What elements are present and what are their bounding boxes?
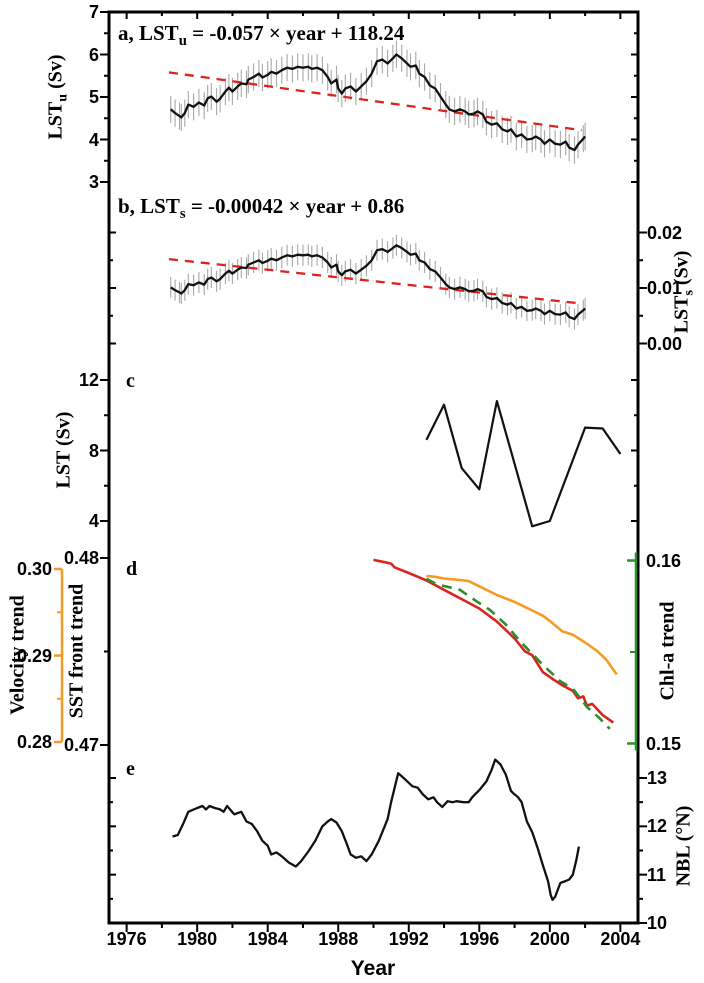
panel-b-title: b, LSTs = -0.00042 × year + 0.86 xyxy=(118,194,404,223)
panel-a-trendline xyxy=(168,71,582,132)
panel-b-curve xyxy=(170,244,586,321)
x-tick-label: 1976 xyxy=(106,929,147,949)
velocity-axis-tick-label: 0.28 xyxy=(16,732,52,752)
x-tick-label: 1992 xyxy=(388,929,429,949)
x-tick-label: 1988 xyxy=(318,929,359,949)
panel-a-title: a, LSTu = -0.057 × year + 118.24 xyxy=(118,21,404,50)
panel-c-tick-label: 8 xyxy=(88,440,99,461)
chl-axis-tick-label: 0.15 xyxy=(646,733,682,754)
velocity-axis-tick-label: 0.29 xyxy=(16,645,52,666)
chl-axis-tick-label: 0.16 xyxy=(646,550,682,571)
panel-b-title-text: b, LST xyxy=(118,194,180,218)
axis-label-lsts-text: LST xyxy=(670,295,693,334)
axis-label-sst-front-trend: SST front trend xyxy=(65,583,88,719)
axis-label-lstu-text: LST xyxy=(44,101,67,140)
x-tick-label: 2000 xyxy=(529,929,570,949)
panel-a-title-eq: = -0.057 × year + 118.24 xyxy=(186,21,405,45)
panel-e-tick-label: 13 xyxy=(647,768,668,788)
panel-a-title-sub: u xyxy=(178,33,187,50)
axis-label-lstu-sub: u xyxy=(55,93,71,102)
axis-label-lst: LST (Sv) xyxy=(52,411,75,489)
axis-label-lsts-sub: s xyxy=(681,290,697,296)
panel-a-tick-label: 4 xyxy=(88,129,99,150)
panel-e-tick-label: 10 xyxy=(647,913,668,933)
panel-e-tick-label: 11 xyxy=(647,864,667,885)
panel-c-tick-label: 4 xyxy=(88,511,99,531)
panel-b-tick-label: 0.01 xyxy=(647,278,683,298)
panel-b-title-sub: s xyxy=(179,206,186,223)
panel-b-trendline xyxy=(168,257,582,305)
x-tick-label: 1980 xyxy=(177,929,218,949)
panel-d-sst-front-curve xyxy=(373,558,615,724)
panel-a-tick-label: 5 xyxy=(88,87,99,107)
velocity-axis-tick-label: 0.30 xyxy=(16,559,52,579)
x-tick-label: 1996 xyxy=(459,929,500,949)
x-axis-label: Year xyxy=(350,957,396,980)
axis-label-lstu: LSTu (Sv) xyxy=(45,54,72,139)
panel-a-tick-label: 6 xyxy=(88,44,99,65)
x-tick-label: 2004 xyxy=(600,929,641,949)
panel-a-title-text: a, LST xyxy=(118,21,179,45)
panel-c-curve xyxy=(425,400,622,528)
panel-e-letter: e xyxy=(126,758,135,780)
panel-d-velocity-curve xyxy=(426,574,618,676)
x-tick-label: 1984 xyxy=(247,929,288,949)
panel-b-tick-label: 0.02 xyxy=(647,222,683,243)
panel-a-tick-label: 7 xyxy=(88,2,99,22)
panel-a-curve xyxy=(169,53,586,152)
plot-frame xyxy=(107,10,640,925)
panel-b-title-eq: = -0.00042 × year + 0.86 xyxy=(185,194,405,218)
panel-d-sst-tick-label: 0.48 xyxy=(63,548,99,568)
panel-b-tick-label: 0.00 xyxy=(647,333,683,354)
panel-c-letter: c xyxy=(126,370,135,392)
panel-c-tick-label: 12 xyxy=(78,370,99,390)
axis-label-chl-trend: Chl-a trend xyxy=(656,601,679,701)
panel-d-letter: d xyxy=(126,558,138,580)
panel-e-curve xyxy=(172,758,581,901)
panel-d-sst-tick-label: 0.47 xyxy=(63,735,99,755)
panel-a-tick-label: 3 xyxy=(88,172,99,192)
axis-label-nbl: NBL (°N) xyxy=(672,805,695,887)
panel-e-tick-label: 12 xyxy=(647,816,668,837)
panel-d-chl-curve xyxy=(425,577,611,730)
axis-label-lstu-unit: (Sv) xyxy=(44,54,67,94)
